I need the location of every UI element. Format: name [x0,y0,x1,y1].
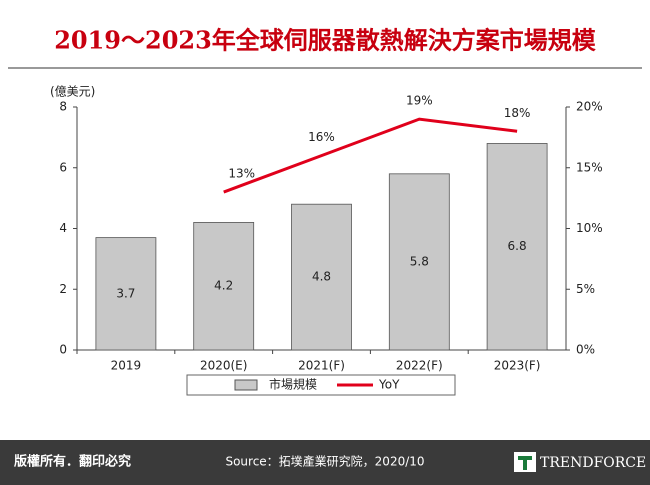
data-label: 4.8 [312,270,331,284]
footer-source: Source：拓墣產業研究院，2020/10 [225,454,424,469]
y-axis-label: (億美元) [50,85,95,99]
data-label: 18% [504,106,531,120]
y-tick-label: 0 [59,343,67,357]
footer-rights: 版權所有．翻印必究 [14,454,131,470]
x-tick-label: 2021(F) [298,359,345,373]
legend-label: 市場規模 [269,377,317,392]
data-label: 16% [308,130,335,144]
chart-title: 2019～2023年全球伺服器散熱解決方案市場規模 [54,26,597,55]
bar [291,203,352,351]
x-tick-label: 2023(F) [494,359,541,373]
data-label: 3.7 [116,286,135,300]
y-tick-label: 4 [59,221,67,235]
y-tick-label: 2 [59,282,67,296]
line [223,117,518,194]
x-tick-label: 2019 [111,359,142,373]
bar [486,143,548,351]
legend-box [186,374,456,396]
y2-tick-label: 0% [576,343,595,357]
data-label: 19% [406,94,433,108]
data-label: 13% [228,167,255,181]
y-tick-label: 8 [59,100,67,114]
bar [95,237,157,351]
x-tick-label: 2022(F) [396,359,443,373]
y2-tick-label: 20% [576,100,603,114]
y2-tick-label: 5% [576,282,595,296]
footer-logo: TRENDFORCE [540,455,646,471]
footer-bar [0,440,650,485]
y2-tick-label: 15% [576,160,603,174]
logo-mark [518,456,532,470]
legend-label: YoY [378,378,400,392]
y-tick-label: 6 [59,160,67,174]
data-label: 4.2 [214,279,233,293]
bar [388,173,450,351]
legend-swatch [234,379,258,391]
bar [193,222,255,351]
data-label: 6.8 [508,239,527,253]
data-label: 5.8 [410,254,429,268]
y2-tick-label: 10% [576,221,603,235]
x-tick-label: 2020(E) [200,359,247,373]
